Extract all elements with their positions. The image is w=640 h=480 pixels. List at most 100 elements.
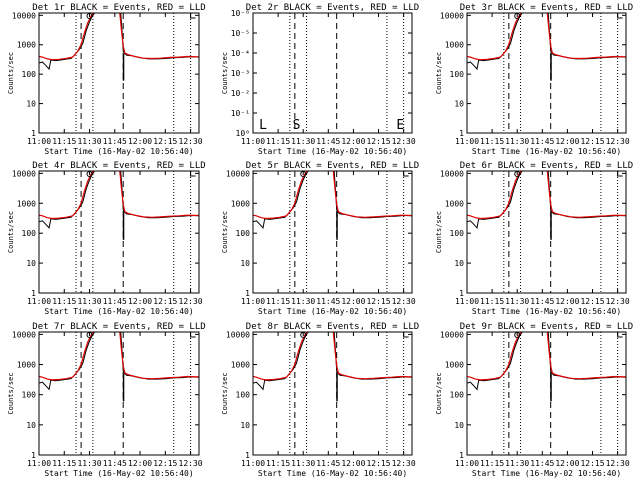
panel-det-2: Det 2r BLACK = Events, RED = LLD L S E 10⁰ 10… [221,3,419,156]
series-lld-rise [39,171,95,220]
y-axis-label: Counts/sec [7,372,15,414]
x-tick-label: 12:30 [606,297,630,306]
series-events-rise [253,171,309,229]
curves [253,171,412,240]
end-marker [403,171,409,177]
curves [39,171,199,240]
y-tick-label: 1 [31,129,36,138]
x-tick-label: 12:15 [153,459,177,468]
series-lld-rise [467,13,522,61]
panel-det-5: Det 5r BLACK = Events, RED = LLD 1 10 100 10… [221,161,419,316]
y-tick-label: 10000 [12,330,36,339]
y-tick-label: 1000 [231,361,250,370]
y-axis-label: Counts/sec [221,52,229,94]
y-tick-label: 10⁻³ [231,69,250,78]
x-tick-label: 12:30 [392,137,416,146]
series-lld-rise [39,13,95,61]
end-marker [190,332,196,338]
x-tick-label: 11:15 [480,459,504,468]
y-tick-label: 1 [459,289,464,298]
panel-title: Det 4r BLACK = Events, RED = LLD [32,161,205,171]
x-tick-label: 12:00 [555,137,579,146]
x-axis-label: Start Time (16-May-02 10:56:40) [258,307,407,316]
panel-title: Det 9r BLACK = Events, RED = LLD [460,322,633,332]
y-axis-label: Counts/sec [221,372,229,414]
x-tick-label: 11:15 [480,137,504,146]
y-tick-label: 100 [236,229,251,238]
y-tick-label: 10 [454,259,464,268]
x-tick-label: 11:45 [530,297,554,306]
x-tick-label: 11:45 [316,137,340,146]
y-tick-label: 10000 [226,169,250,178]
y-tick-label: 10⁻² [231,89,250,98]
x-tick-label: 12:30 [606,459,630,468]
y-tick-label: 1000 [445,41,464,50]
panel-det-3: Det 3r BLACK = Events, RED = LLD 1 10 100 10… [435,3,633,156]
x-tick-label: 11:30 [291,297,315,306]
y-tick-label: 100 [450,70,465,79]
plot-frame [252,12,413,134]
y-tick-label: 10 [26,421,36,430]
x-tick-label: 12:15 [366,459,390,468]
x-axis-label: Start Time (16-May-02 10:56:40) [44,307,193,316]
panel-det-1: Det 1r BLACK = Events, RED = LLD 1 10 100 10… [7,3,206,156]
y-tick-label: 1000 [17,199,36,208]
x-tick-label: 11:45 [316,297,340,306]
end-marker [617,332,623,338]
x-axis-label: Start Time (16-May-02 10:56:40) [258,147,407,156]
x-tick-label: 11:00 [455,297,479,306]
panel-title: Det 3r BLACK = Events, RED = LLD [460,3,633,13]
y-tick-label: 1 [31,451,36,460]
panel-title: Det 7r BLACK = Events, RED = LLD [32,322,205,332]
x-tick-label: 11:00 [455,137,479,146]
y-tick-label: 100 [450,229,465,238]
x-tick-label: 12:30 [392,297,416,306]
x-tick-label: 12:00 [341,459,365,468]
series-lld-tail [119,171,199,218]
y-tick-label: 10000 [440,169,464,178]
curves [253,332,412,402]
panel-glyph: E [396,118,404,133]
x-tick-label: 11:00 [455,459,479,468]
x-tick-label: 11:00 [241,459,265,468]
x-tick-label: 11:00 [27,459,51,468]
panel-det-4: Det 4r BLACK = Events, RED = LLD 1 10 100 10… [7,161,206,316]
x-tick-label: 12:00 [128,459,152,468]
y-tick-label: 10000 [12,169,36,178]
series-events-tail [333,332,412,380]
x-tick-label: 11:00 [241,297,265,306]
panel-title: Det 6r BLACK = Events, RED = LLD [460,161,633,171]
series-events-tail [547,13,626,60]
x-tick-label: 12:30 [179,297,203,306]
series-lld-tail [332,332,412,380]
y-axis-label: Counts/sec [435,211,443,253]
x-tick-label: 12:00 [128,137,152,146]
series-lld-rise [253,332,308,381]
series-lld-rise [253,171,308,220]
series-events-rise [467,332,523,391]
y-tick-label: 10⁻¹ [231,109,250,118]
x-tick-label: 11:15 [52,137,76,146]
x-tick-label: 12:00 [555,297,579,306]
x-tick-label: 11:45 [530,137,554,146]
y-axis-label: Counts/sec [435,52,443,94]
panel-glyph: S [293,118,301,133]
series-events-rise [39,332,96,391]
y-tick-label: 10⁰ [236,129,250,138]
series-lld-tail [546,332,626,380]
y-tick-label: 100 [22,70,37,79]
x-tick-label: 12:00 [128,297,152,306]
x-tick-label: 11:30 [505,137,529,146]
y-tick-label: 1 [459,129,464,138]
x-axis-label: Start Time (16-May-02 10:56:40) [44,147,193,156]
curves [467,171,626,240]
y-tick-label: 1 [31,289,36,298]
curves [39,332,199,402]
x-tick-label: 12:15 [366,137,390,146]
y-tick-label: 1 [459,451,464,460]
y-tick-label: 100 [236,391,251,400]
y-tick-label: 1 [245,289,250,298]
x-tick-label: 12:15 [366,297,390,306]
y-tick-label: 1000 [445,361,464,370]
